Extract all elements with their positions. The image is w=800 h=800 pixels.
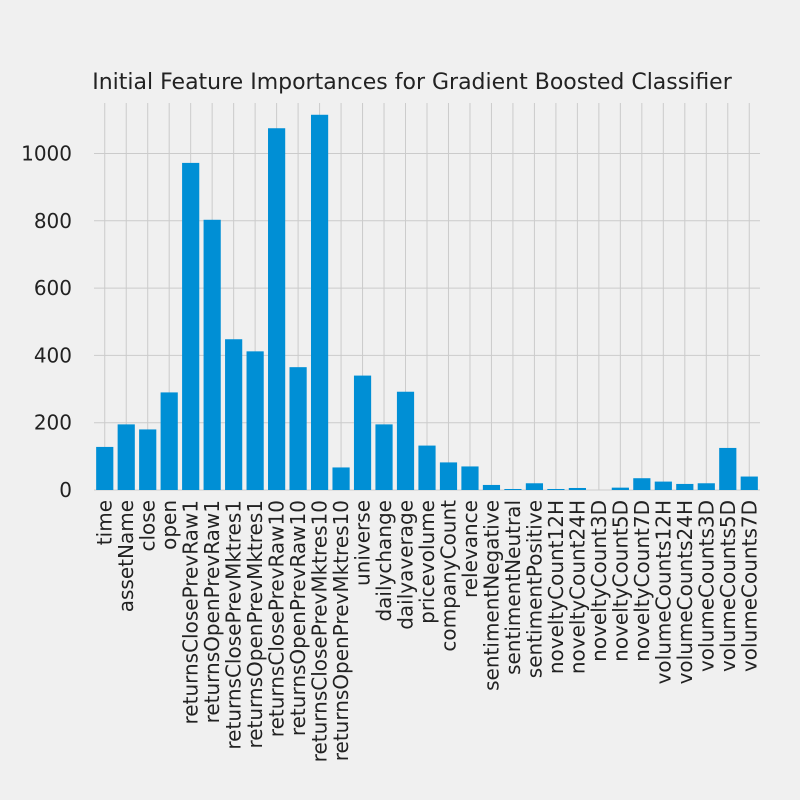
bar-volumeCounts7D — [740, 476, 758, 490]
bar-sentimentNeutral — [504, 488, 522, 490]
x-tick-label: dailyaverage — [394, 500, 418, 630]
bar-returnsOpenPrevRaw1 — [203, 219, 221, 490]
bar-noveltyCount5D — [611, 487, 629, 490]
bar-returnsClosePrevRaw1 — [182, 162, 200, 490]
bar-dailychange — [375, 424, 393, 490]
x-tick-label: returnsClosePrevMktres10 — [308, 500, 332, 762]
bar-assetName — [117, 424, 135, 490]
bar-returnsClosePrevRaw10 — [268, 128, 286, 490]
x-tick-label: open — [157, 500, 181, 550]
x-tick-label: time — [93, 500, 117, 545]
x-tick-label: returnsClosePrevRaw10 — [265, 500, 289, 737]
x-tick-label: volumeCounts12H — [651, 500, 675, 684]
bar-pricevolume — [418, 445, 436, 490]
x-tick-label: noveltyCount3D — [587, 500, 611, 662]
x-tick-label: volumeCounts7D — [737, 500, 761, 672]
bar-dailyaverage — [396, 391, 415, 490]
x-tick-label: returnsOpenPrevRaw1 — [200, 500, 224, 723]
x-tick-label: noveltyCount5D — [608, 500, 632, 662]
y-tick-label: 1000 — [21, 141, 72, 165]
bar-volumeCounts5D — [719, 447, 737, 490]
bar-volumeCounts12H — [654, 481, 672, 490]
y-tick-labels: 0 200 400 600 800 1000 — [21, 141, 72, 502]
y-tick-label: 600 — [34, 276, 72, 300]
x-tick-label: dailychange — [372, 500, 396, 622]
x-tick-label: companyCount — [436, 500, 460, 652]
x-tick-label: volumeCounts24H — [673, 500, 697, 684]
bar-noveltyCount24H — [568, 487, 586, 490]
x-tick-label: returnsClosePrevMktres1 — [222, 500, 246, 750]
bar-companyCount — [439, 462, 458, 490]
bar-time — [96, 446, 114, 490]
bar-close — [139, 429, 157, 490]
bar-open — [160, 392, 178, 490]
bar-sentimentPositive — [525, 483, 544, 490]
bar-volumeCounts24H — [676, 483, 694, 490]
x-tick-label: volumeCounts5D — [716, 500, 740, 672]
x-tick-label: noveltyCount24H — [565, 500, 589, 674]
x-tick-label: relevance — [458, 500, 482, 598]
x-tick-labels: timeassetNamecloseopenreturnsClosePrevRa… — [93, 500, 762, 762]
bar-returnsOpenPrevMktres10 — [332, 467, 350, 490]
bar-returnsOpenPrevRaw10 — [289, 367, 307, 490]
bar-returnsOpenPrevMktres1 — [246, 351, 264, 490]
bar-noveltyCount7D — [633, 478, 651, 490]
x-tick-label: returnsOpenPrevMktres1 — [243, 500, 267, 749]
x-tick-label: returnsClosePrevRaw1 — [179, 500, 203, 724]
bar-sentimentNegative — [482, 484, 501, 490]
x-tick-label: sentimentPositive — [522, 500, 546, 678]
x-tick-label: close — [136, 500, 160, 552]
x-tick-label: volumeCounts3D — [694, 500, 718, 672]
x-tick-label: noveltyCount7D — [630, 500, 654, 662]
y-tick-label: 0 — [59, 478, 72, 502]
bar-returnsClosePrevMktres10 — [310, 114, 329, 490]
x-tick-label: returnsOpenPrevRaw10 — [286, 500, 310, 736]
x-tick-label: pricevolume — [415, 500, 439, 624]
chart-title: Initial Feature Importances for Gradient… — [92, 70, 732, 95]
x-tick-label: sentimentNeutral — [501, 500, 525, 675]
x-tick-label: noveltyCount12H — [544, 500, 568, 674]
y-tick-label: 400 — [34, 343, 72, 367]
bars — [96, 114, 758, 490]
bar-universe — [353, 375, 372, 490]
y-tick-label: 800 — [34, 209, 72, 233]
bar-noveltyCount12H — [547, 488, 565, 490]
x-tick-label: sentimentNegative — [479, 500, 503, 691]
x-tick-label: assetName — [114, 500, 138, 612]
x-tick-label: returnsOpenPrevMktres10 — [329, 500, 353, 761]
bar-returnsClosePrevMktres1 — [225, 339, 243, 490]
x-tick-label: universe — [351, 500, 375, 586]
bar-volumeCounts3D — [697, 483, 715, 490]
y-tick-label: 200 — [34, 411, 72, 435]
bar-relevance — [461, 466, 479, 490]
